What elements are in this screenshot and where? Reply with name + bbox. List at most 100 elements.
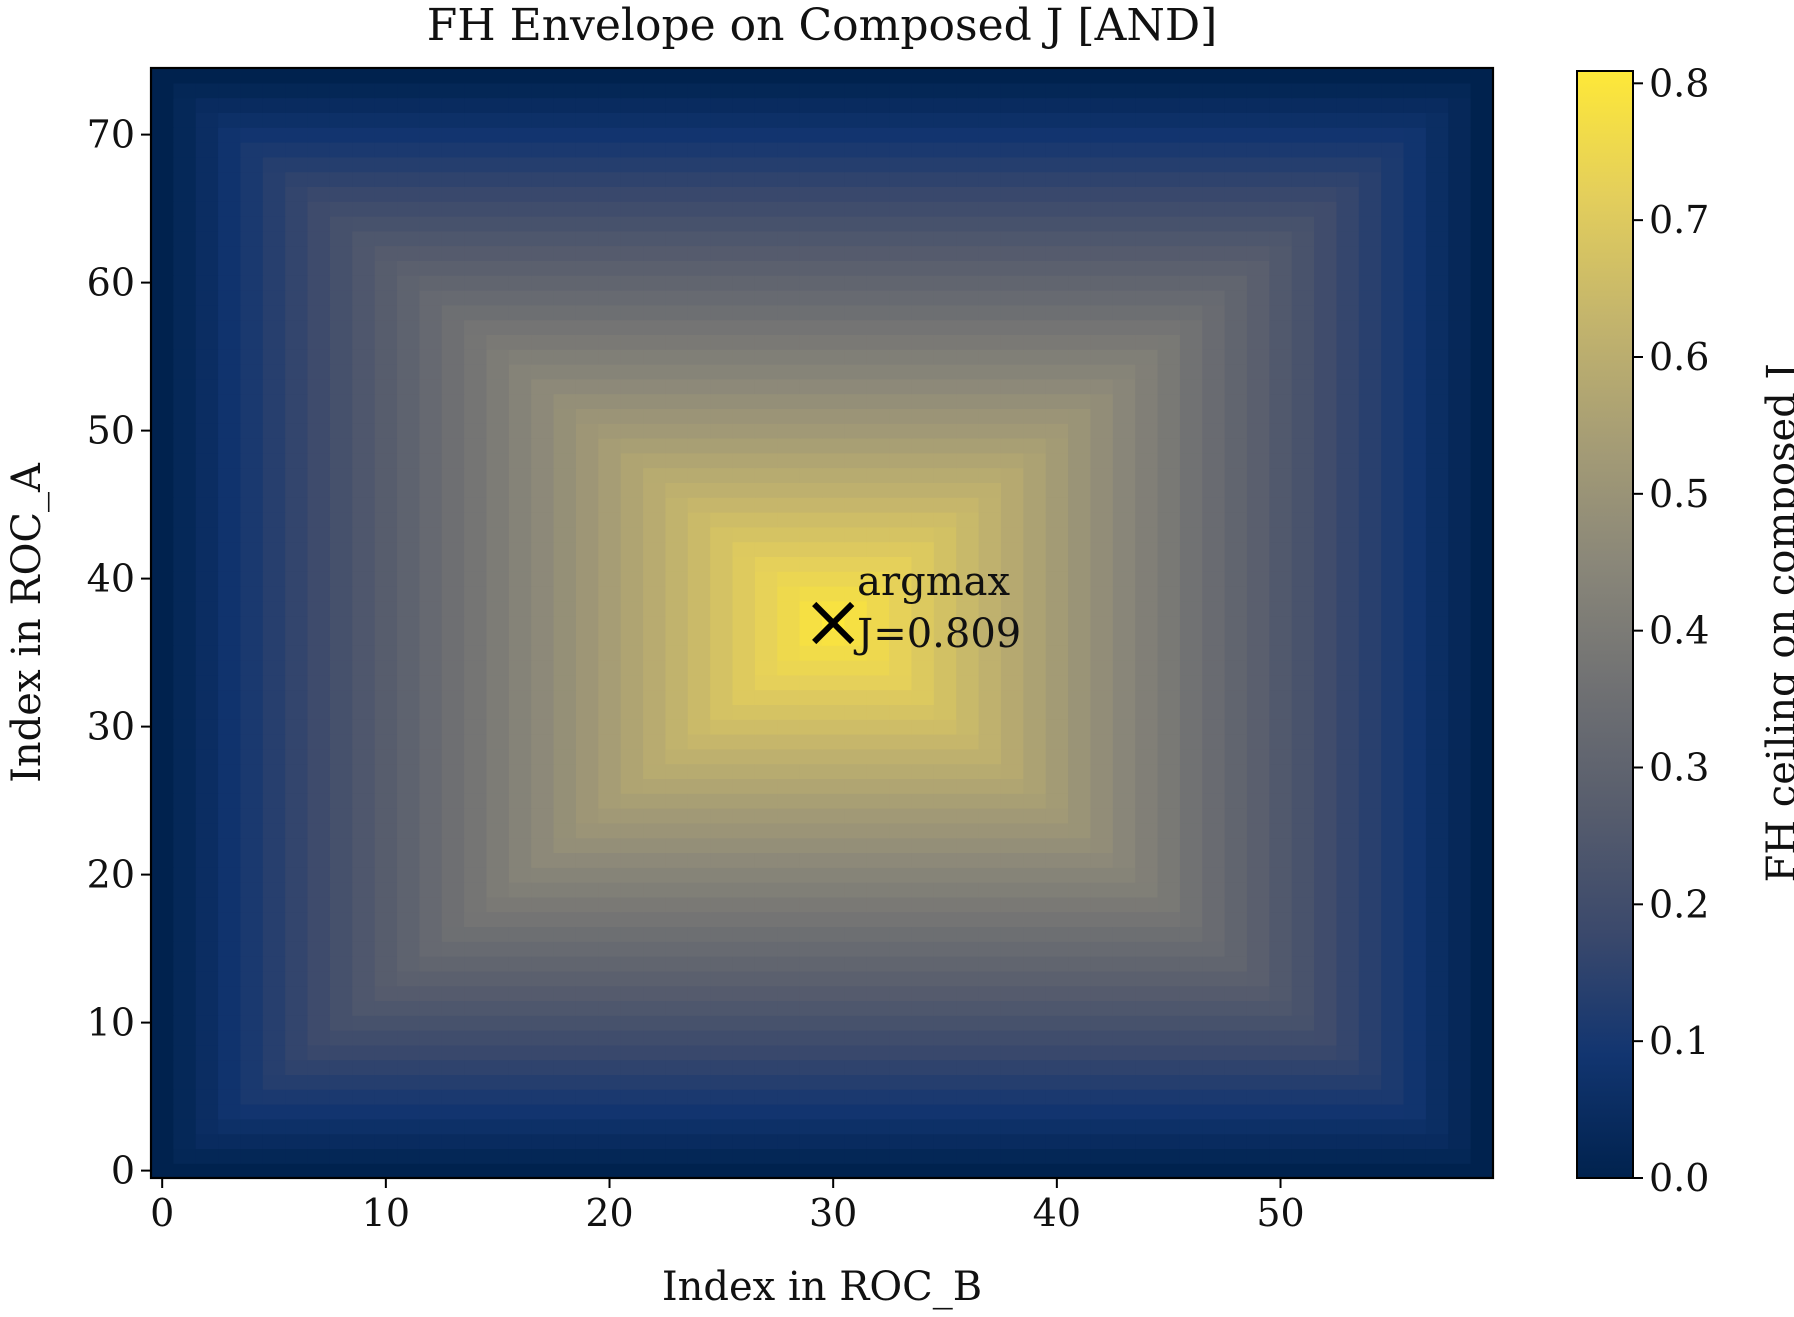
heatmap-cell bbox=[844, 438, 868, 454]
heatmap-cell bbox=[486, 896, 510, 913]
heatmap-cell bbox=[777, 956, 801, 972]
heatmap-cell bbox=[553, 1074, 577, 1090]
heatmap-cell bbox=[1045, 68, 1069, 84]
heatmap-cell bbox=[822, 482, 845, 498]
heatmap-cell bbox=[978, 1148, 1002, 1164]
heatmap-cell bbox=[441, 230, 465, 247]
heatmap-cell bbox=[486, 1074, 510, 1090]
heatmap-cell bbox=[1090, 275, 1114, 291]
heatmap-cell bbox=[1023, 171, 1047, 187]
heatmap-cell bbox=[1179, 334, 1203, 350]
heatmap-cell bbox=[307, 896, 331, 913]
heatmap-cell bbox=[665, 1163, 689, 1179]
heatmap-cell bbox=[799, 674, 823, 691]
heatmap-cell bbox=[329, 319, 353, 335]
heatmap-cell bbox=[822, 438, 845, 454]
heatmap-cell bbox=[262, 364, 286, 380]
heatmap-cell bbox=[374, 645, 398, 661]
heatmap-cell bbox=[1157, 822, 1181, 839]
heatmap-cell bbox=[1381, 393, 1405, 409]
heatmap-cell bbox=[329, 526, 353, 543]
chart-title: FH Envelope on Composed J [AND] bbox=[427, 0, 1218, 51]
heatmap-cell bbox=[1403, 1074, 1427, 1090]
heatmap-cell bbox=[911, 985, 935, 1001]
heatmap-cell bbox=[1314, 734, 1338, 750]
heatmap-cell bbox=[195, 1044, 219, 1061]
heatmap-cell bbox=[329, 763, 353, 779]
heatmap-cell bbox=[844, 275, 868, 291]
heatmap-cell bbox=[732, 793, 756, 809]
heatmap-cell bbox=[665, 985, 689, 1001]
heatmap-cell bbox=[1269, 674, 1293, 691]
heatmap-cell bbox=[1157, 556, 1181, 572]
heatmap-cell bbox=[1000, 482, 1024, 498]
heatmap-cell bbox=[1425, 867, 1449, 883]
heatmap-cell bbox=[575, 186, 599, 202]
heatmap-cell bbox=[687, 985, 711, 1001]
heatmap-cell bbox=[1269, 482, 1293, 498]
heatmap-cell bbox=[464, 1015, 488, 1031]
heatmap-cell bbox=[1425, 926, 1449, 942]
heatmap-cell bbox=[441, 216, 465, 232]
heatmap-cell bbox=[531, 630, 555, 646]
heatmap-cell bbox=[1157, 571, 1181, 587]
heatmap-cell bbox=[419, 482, 443, 498]
heatmap-cell bbox=[1246, 378, 1270, 395]
heatmap-cell bbox=[1314, 778, 1338, 794]
heatmap-cell bbox=[1090, 985, 1114, 1001]
heatmap-cell bbox=[1448, 1118, 1472, 1135]
heatmap-cell bbox=[240, 201, 264, 217]
heatmap-cell bbox=[1023, 571, 1047, 587]
heatmap-cell bbox=[1403, 230, 1427, 247]
heatmap-cell bbox=[710, 985, 734, 1001]
heatmap-cell bbox=[1135, 985, 1159, 1001]
heatmap-cell bbox=[866, 615, 890, 631]
heatmap-cell bbox=[285, 171, 309, 187]
heatmap-cell bbox=[1425, 808, 1449, 824]
heatmap-cell bbox=[620, 541, 644, 557]
heatmap-cell bbox=[553, 1044, 577, 1061]
heatmap-cell bbox=[687, 896, 711, 913]
heatmap-cell bbox=[374, 763, 398, 779]
heatmap-cell bbox=[1291, 630, 1315, 646]
heatmap-cell bbox=[620, 364, 644, 380]
heatmap-cell bbox=[1023, 319, 1047, 335]
heatmap-cell bbox=[620, 334, 644, 350]
heatmap-cell bbox=[508, 68, 532, 84]
heatmap-cell bbox=[933, 349, 957, 365]
heatmap-cell bbox=[397, 304, 420, 321]
heatmap-cell bbox=[531, 645, 555, 661]
heatmap-cell bbox=[1336, 364, 1360, 380]
heatmap-cell bbox=[911, 349, 935, 365]
heatmap-cell bbox=[1403, 896, 1427, 913]
heatmap-cell bbox=[397, 571, 420, 587]
heatmap-cell bbox=[687, 438, 711, 454]
heatmap-cell bbox=[1425, 275, 1449, 291]
heatmap-cell bbox=[1381, 290, 1405, 306]
heatmap-cell bbox=[1135, 719, 1159, 735]
heatmap-cell bbox=[911, 674, 935, 691]
heatmap-cell bbox=[1291, 970, 1315, 987]
y-tick-label: 70 bbox=[87, 113, 135, 157]
heatmap-cell bbox=[710, 349, 734, 365]
heatmap-cell bbox=[1000, 290, 1024, 306]
heatmap-cell bbox=[1448, 970, 1472, 987]
heatmap-cell bbox=[687, 763, 711, 779]
heatmap-cell bbox=[844, 201, 868, 217]
heatmap-cell bbox=[1269, 201, 1293, 217]
heatmap-cell bbox=[1448, 763, 1472, 779]
heatmap-cell bbox=[710, 142, 734, 158]
heatmap-cell bbox=[1246, 778, 1270, 794]
heatmap-cell bbox=[978, 822, 1002, 839]
heatmap-cell bbox=[486, 1030, 510, 1046]
heatmap-cell bbox=[553, 793, 577, 809]
heatmap-cell bbox=[956, 1089, 980, 1105]
heatmap-cell bbox=[799, 393, 823, 409]
heatmap-cell bbox=[732, 319, 756, 335]
heatmap-cell bbox=[1202, 985, 1226, 1001]
heatmap-cell bbox=[1045, 275, 1069, 291]
heatmap-cell bbox=[508, 230, 532, 247]
heatmap-cell bbox=[352, 364, 376, 380]
heatmap-cell bbox=[620, 290, 644, 306]
heatmap-cell bbox=[1470, 408, 1494, 424]
